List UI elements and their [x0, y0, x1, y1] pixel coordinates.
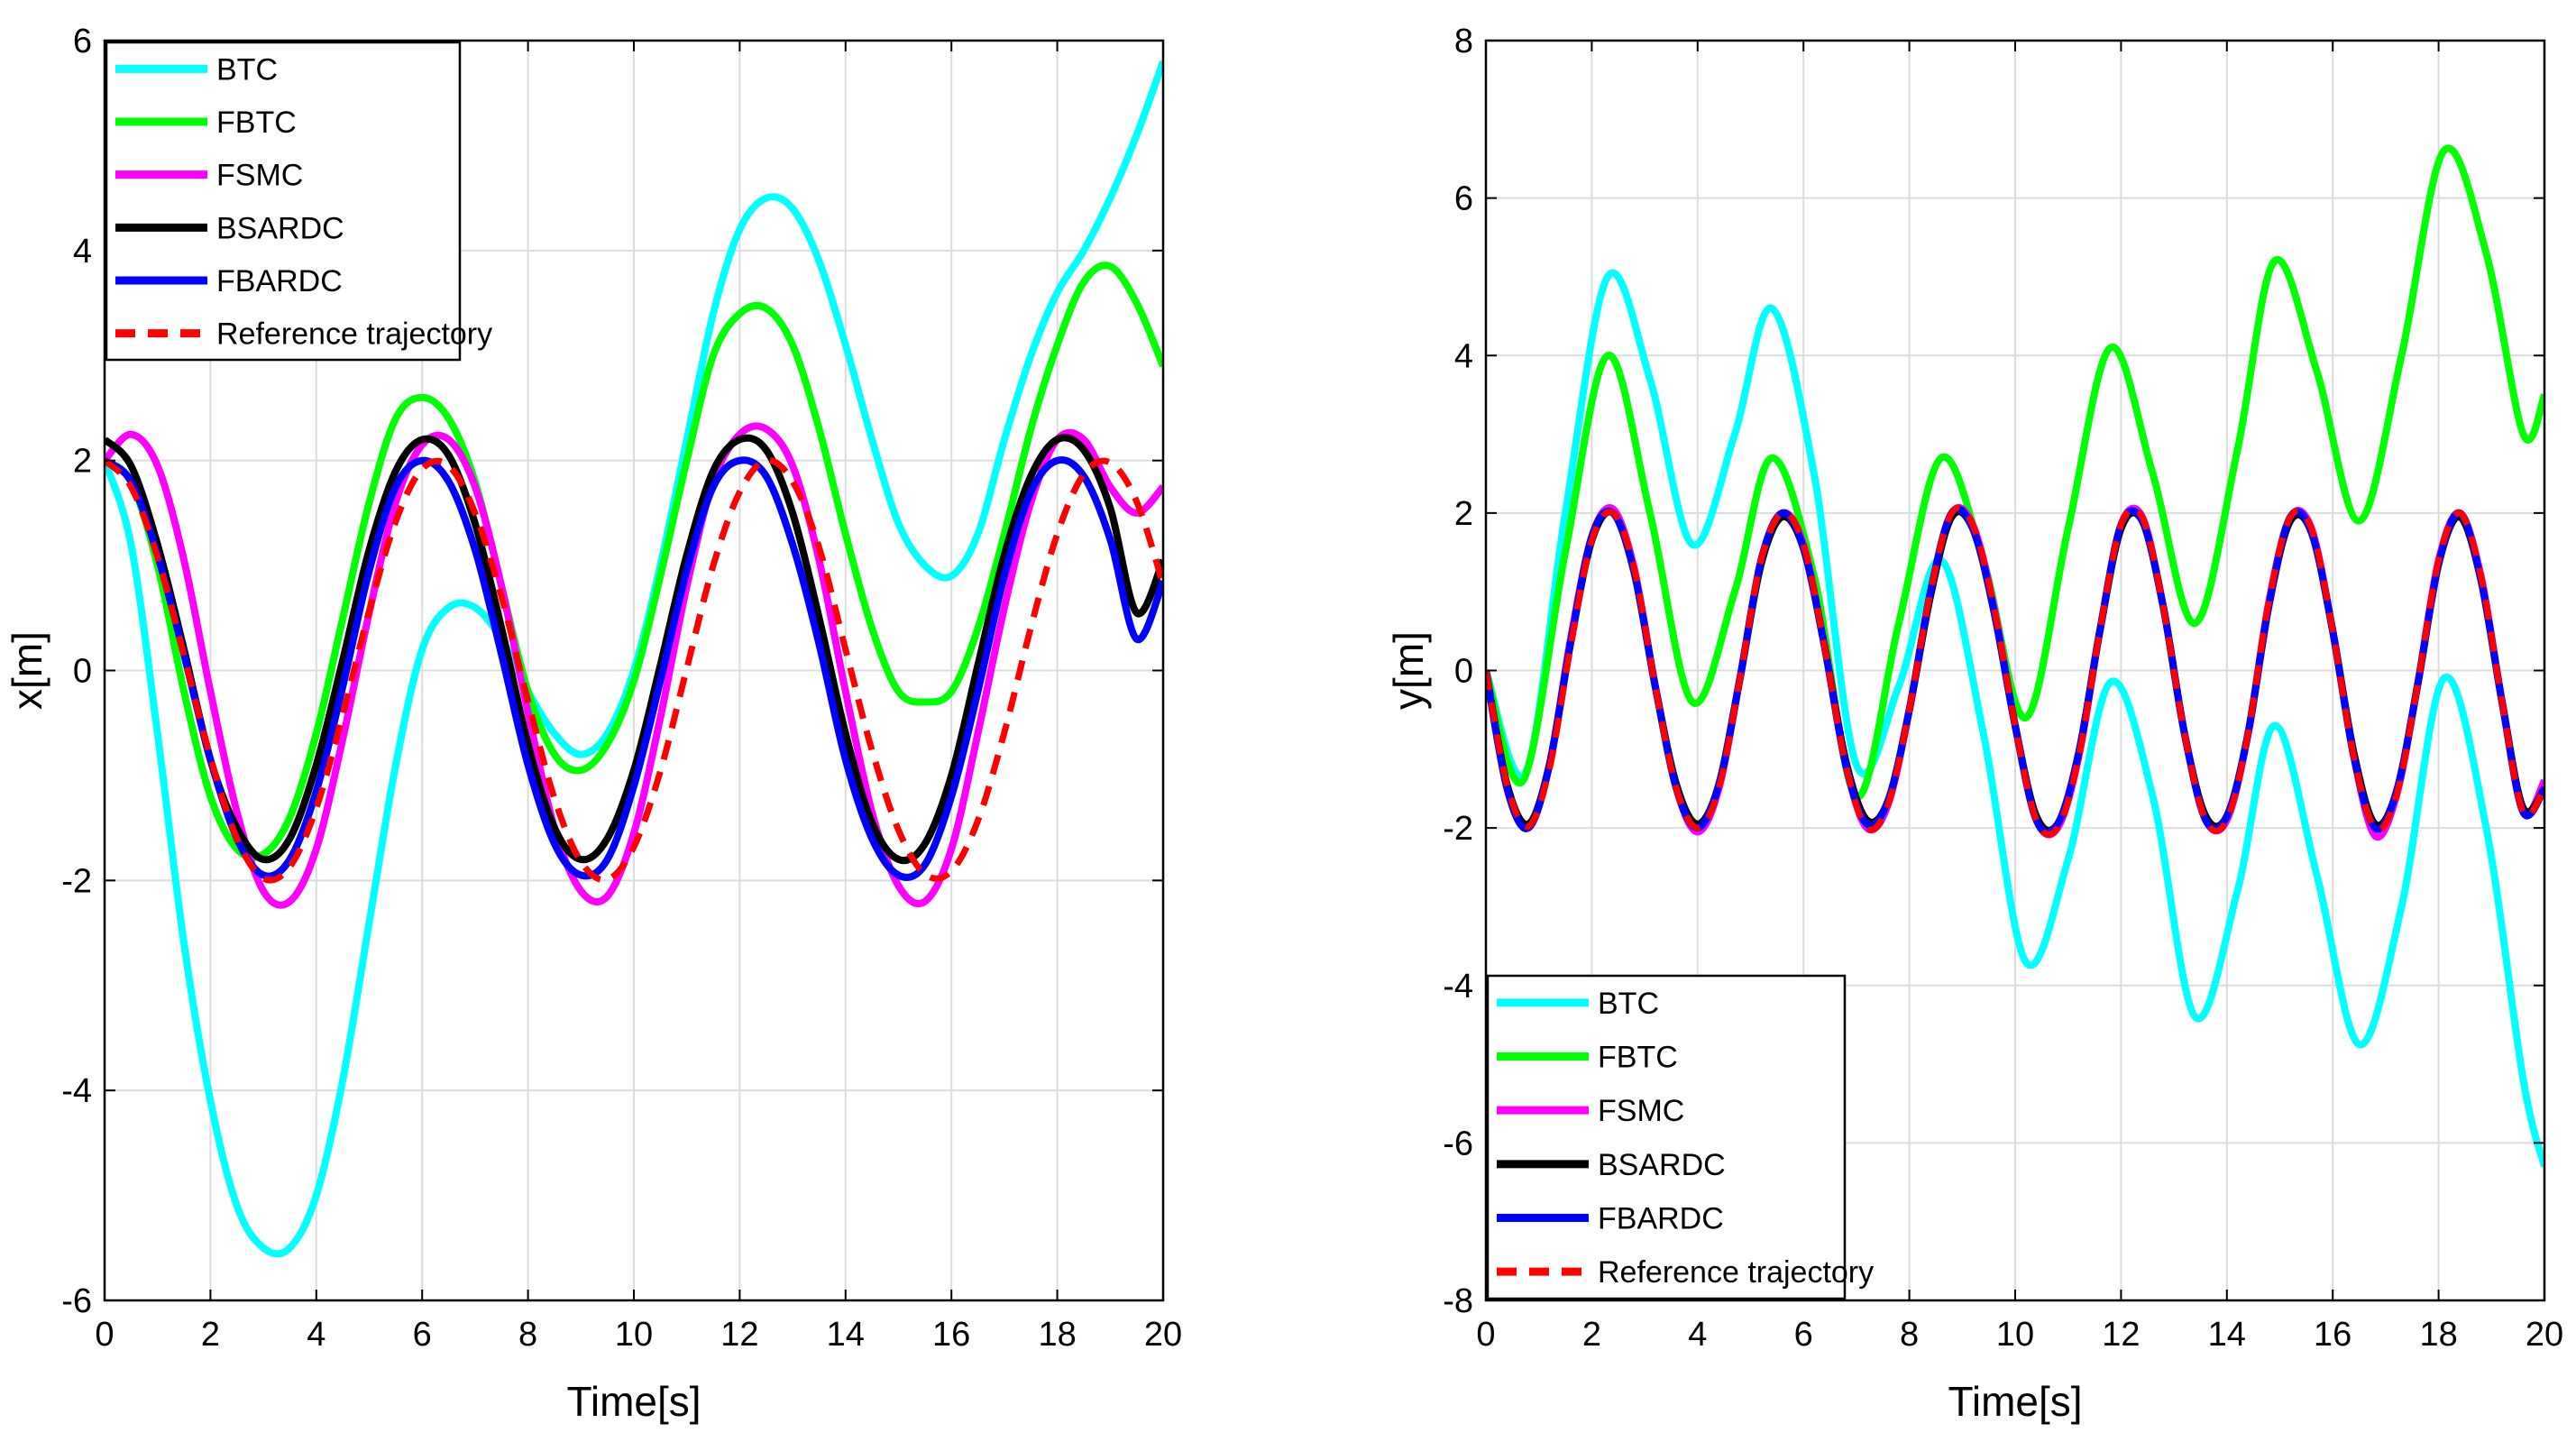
legend-box — [105, 41, 462, 362]
legend-label-reference-trajectory: Reference trajectory — [1598, 1255, 1874, 1290]
y-tick-label: 2 — [73, 443, 92, 481]
series-line-btc — [105, 60, 1163, 1258]
legend-label-fbardc: FBARDC — [1598, 1202, 1724, 1236]
series-group — [1486, 144, 2544, 1168]
legend-label-btc: BTC — [1598, 987, 1659, 1021]
y-tick-label: 6 — [1454, 180, 1473, 218]
x-tick-label: 12 — [720, 1316, 758, 1354]
legend: BTC FBTC FSMC BSARDC FBARDC Reference traject… — [1486, 974, 1874, 1300]
y-tick-label: -4 — [1443, 968, 1473, 1006]
x-tick-label: 0 — [95, 1316, 114, 1354]
series-line-fbardc — [105, 456, 1163, 881]
series-line-btc — [1486, 269, 2544, 1168]
x-tick-label: 20 — [2526, 1316, 2563, 1354]
y-tick-label: -6 — [1443, 1125, 1473, 1162]
y-tick-label: 2 — [1454, 495, 1473, 533]
y-tick-label: -2 — [61, 862, 92, 900]
y-tick-label: 0 — [1454, 653, 1473, 691]
legend-label-btc: BTC — [216, 52, 278, 87]
y-tick-label: 8 — [1454, 23, 1473, 60]
x-tick-label: 4 — [1688, 1316, 1707, 1354]
y-tick-label: -4 — [61, 1072, 92, 1110]
series-line-bsardc — [105, 434, 1163, 865]
x-tick-label: 6 — [413, 1316, 432, 1354]
x-tick-label: 4 — [307, 1316, 325, 1354]
series-line-fsmc — [105, 422, 1163, 909]
x-tick-label: 10 — [1996, 1316, 2034, 1354]
x-tick-label: 12 — [2102, 1316, 2140, 1354]
y-tick-label: 4 — [73, 233, 92, 271]
legend-box — [1486, 974, 1847, 1300]
series-line-fbtc — [105, 262, 1163, 861]
y-tick-label: 0 — [73, 653, 92, 691]
x-tick-label: 16 — [932, 1316, 970, 1354]
x-tick-label: 8 — [1900, 1316, 1919, 1354]
x-tick-label: 14 — [827, 1316, 865, 1354]
x-tick-label: 20 — [1144, 1316, 1182, 1354]
legend-label-reference-trajectory: Reference trajectory — [216, 317, 492, 352]
x-tick-label: 10 — [615, 1316, 653, 1354]
y-tick-label: -8 — [1443, 1282, 1473, 1320]
x-tick-label: 0 — [1476, 1316, 1495, 1354]
chart-2: 0 2 4 6 8 10 12 14 16 18 20 -8 -6 -4 -2 0 2 4 6 8 Time[s] y[m… — [1385, 23, 2563, 1425]
legend-label-fsmc: FSMC — [216, 159, 303, 193]
legend-label-fbardc: FBARDC — [216, 264, 343, 298]
series-line-reference-trajectory — [105, 456, 1163, 884]
x-tick-label: 14 — [2208, 1316, 2246, 1354]
series-line-fbtc — [1486, 144, 2544, 801]
y-tick-label: -2 — [1443, 810, 1473, 848]
x-tick-label: 2 — [1582, 1316, 1601, 1354]
x-axis-label: Time[s] — [1948, 1378, 2082, 1425]
x-tick-label: 18 — [2419, 1316, 2457, 1354]
y-tick-label: 6 — [73, 23, 92, 60]
x-tick-label: 16 — [2314, 1316, 2351, 1354]
y-tick-label: -6 — [61, 1282, 92, 1320]
legend: BTC FBTC FSMC BSARDC FBARDC Reference traject… — [105, 41, 492, 362]
legend-label-bsardc: BSARDC — [216, 211, 344, 245]
legend-label-fsmc: FSMC — [1598, 1094, 1684, 1128]
legend-label-fbtc: FBTC — [216, 106, 297, 140]
legend-label-fbtc: FBTC — [1598, 1041, 1678, 1075]
chart-1: 0 2 4 6 8 10 12 14 16 18 20 -6 -4 -2 0 2 4 6 Time[s] x[m] BT… — [4, 23, 1182, 1425]
x-tick-label: 8 — [518, 1316, 537, 1354]
series-group — [105, 60, 1163, 1258]
y-axis-label: x[m] — [4, 631, 50, 710]
series-line-reference-trajectory — [1486, 504, 2544, 838]
y-tick-label: 4 — [1454, 337, 1473, 375]
x-tick-label: 6 — [1794, 1316, 1813, 1354]
y-axis-label: y[m] — [1385, 631, 1432, 710]
x-tick-label: 2 — [201, 1316, 220, 1354]
x-tick-label: 18 — [1038, 1316, 1076, 1354]
legend-label-bsardc: BSARDC — [1598, 1148, 1726, 1182]
x-axis-label: Time[s] — [566, 1378, 701, 1425]
